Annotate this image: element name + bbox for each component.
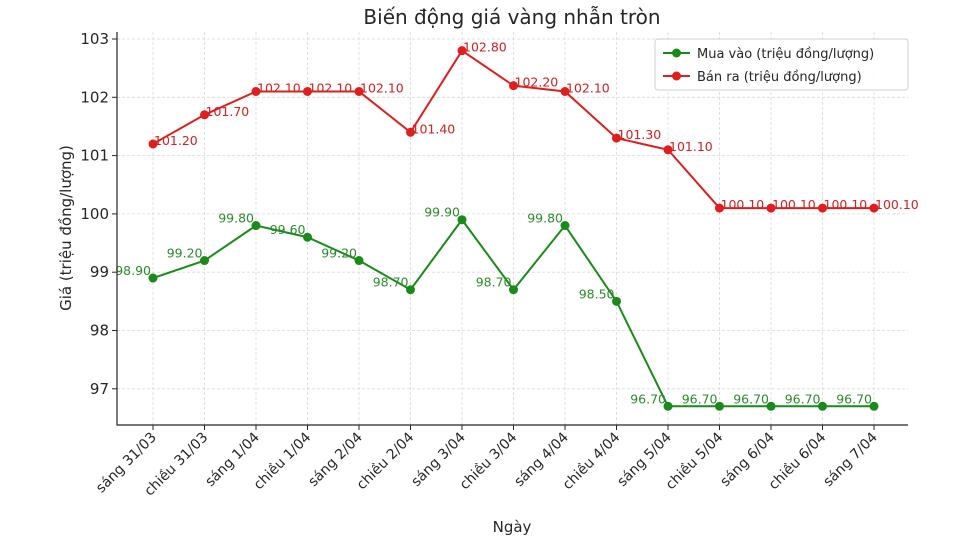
axes-frame [116,32,908,426]
data-label: 100.10 [721,197,765,212]
data-label: 101.10 [669,139,713,154]
data-label: 101.70 [206,104,250,119]
legend-marker-sell [672,71,681,81]
data-label: 101.40 [412,121,456,136]
data-label: 99.20 [321,246,357,261]
data-point [354,86,364,96]
data-label: 99.80 [218,211,254,226]
y-tick-label: 98 [90,322,109,340]
data-point [200,110,209,120]
y-tick-label: 97 [90,380,109,398]
data-point [200,256,209,266]
data-point [869,401,879,411]
y-tick-label: 100 [80,205,109,223]
data-label: 102.10 [309,80,353,95]
data-point [457,46,467,56]
x-axis-label: Ngày [493,518,532,536]
legend-label-sell: Bán ra (triệu đồng/lượng) [697,70,862,85]
data-point [406,127,415,137]
data-label: 98.70 [476,275,512,290]
data-point [251,86,261,96]
data-point [715,203,724,213]
data-label: 99.20 [167,246,203,261]
data-point [818,401,827,411]
data-label: 98.50 [579,286,615,301]
data-point [406,285,415,295]
y-tick-label: 102 [80,88,109,106]
data-point [303,232,312,242]
legend-label-buy: Mua vào (triệu đồng/lượng) [697,47,874,62]
data-label: 96.70 [785,391,821,406]
data-point [766,203,776,213]
data-label: 102.10 [566,80,610,95]
data-point [354,256,364,266]
data-label: 102.10 [257,80,301,95]
data-point [715,401,724,411]
data-point [148,139,158,149]
data-label: 101.30 [618,127,662,142]
data-label: 102.10 [360,80,404,95]
data-label: 96.70 [836,391,872,406]
data-label: 102.80 [463,40,507,55]
data-label: 102.20 [515,75,559,90]
x-tick-label: sáng 7/04 [820,429,881,490]
data-label: 100.10 [875,197,919,212]
chart-title: Biến động giá vàng nhẫn tròn [363,5,660,29]
data-label: 96.70 [682,391,718,406]
data-label: 99.60 [270,222,306,237]
data-point [612,296,621,306]
series-buy: 98.90 99.20 99.80 99.60 99.20 98.70 99.90 98.70… [115,205,879,411]
data-point [663,401,673,411]
legend-marker-buy [672,48,681,58]
data-point [148,273,158,283]
data-point [612,133,621,143]
data-label: 101.20 [154,133,198,148]
data-label: 100.10 [772,197,816,212]
data-label: 100.10 [824,197,868,212]
data-point [560,86,570,96]
data-point [303,86,312,96]
y-tick-label: 99 [90,263,109,281]
data-point [457,215,467,225]
grid [117,32,908,425]
data-label: 96.70 [733,391,769,406]
data-point [869,203,879,213]
y-tick-label: 103 [80,30,109,48]
data-point [766,401,776,411]
data-label: 98.70 [373,275,409,290]
data-point [251,221,261,231]
data-point [509,285,518,295]
data-point [818,203,827,213]
y-axis: 97 98 99 100 101 102 103 [80,30,117,398]
y-axis-label: Giá (triệu đồng/lượng) [57,145,75,311]
series-sell: 101.20 101.70 102.10 102.10 102.10 101.40 102.… [148,40,919,213]
y-tick-label: 101 [80,147,109,165]
data-point [663,145,673,155]
data-label: 98.90 [115,263,151,278]
data-label: 96.70 [630,391,666,406]
data-label: 99.90 [424,205,460,220]
data-point [509,81,518,91]
data-label: 99.80 [527,211,563,226]
series: 98.90 99.20 99.80 99.60 99.20 98.70 99.90 98.70… [115,40,919,411]
legend: Mua vào (triệu đồng/lượng) Bán ra (triệu… [654,38,909,91]
data-point [560,221,570,231]
